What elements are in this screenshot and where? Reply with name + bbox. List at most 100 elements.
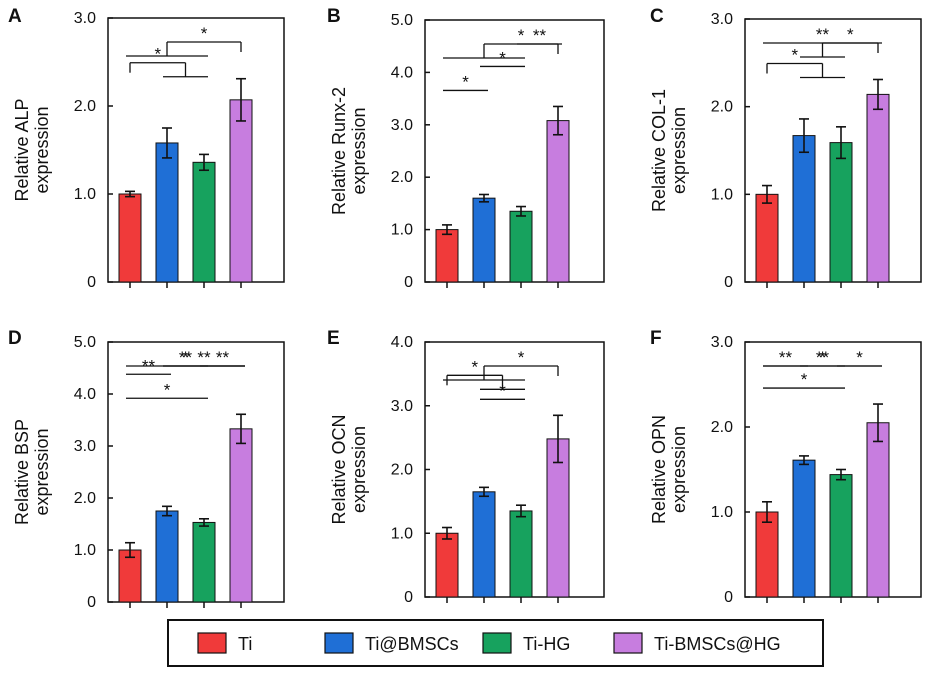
legend-swatch — [197, 632, 227, 654]
panel-letter: B — [327, 6, 341, 27]
significance-bracket: * — [126, 380, 208, 399]
significance-bracket: ** — [163, 348, 245, 367]
legend-label: Ti-HG — [523, 634, 570, 654]
significance-bracket: * — [800, 25, 879, 58]
bar-ti-hg — [192, 521, 216, 603]
y-axis-label-line2: expression — [349, 426, 369, 513]
y-tick-label: 2.0 — [74, 98, 96, 115]
significance-bracket: ** — [763, 348, 808, 367]
significance-star: * — [164, 380, 171, 399]
significance-bracket: ** — [763, 25, 882, 44]
legend-swatch — [613, 632, 643, 654]
y-axis-label: Relative Runx-2 — [329, 87, 349, 215]
significance-star: ** — [533, 26, 547, 45]
y-tick-label: 1.0 — [711, 186, 733, 203]
y-tick-label: 1.0 — [74, 542, 96, 559]
significance-star: ** — [816, 348, 830, 367]
y-tick-label: 0 — [724, 274, 733, 291]
y-axis-label: Relative COL-1 — [649, 89, 669, 212]
y-axis-label: Relative BSP — [12, 419, 32, 525]
y-tick-label: 2.0 — [391, 169, 413, 186]
y-tick-label: 4.0 — [391, 64, 413, 81]
bar-ti-bmscs — [792, 135, 816, 283]
bar-ti-bmscs — [472, 197, 496, 283]
bar-ti-bmscs-hg — [229, 428, 253, 603]
significance-star: * — [518, 348, 525, 367]
y-tick-label: 0 — [404, 589, 413, 606]
significance-bracket: * — [763, 370, 845, 389]
panel-e: E 0 1.0 2.0 3.0 4.0 Relative OCN expression * * * — [327, 328, 605, 606]
legend-swatch — [324, 632, 354, 654]
significance-bracket: * — [766, 45, 845, 79]
y-tick-label: 3.0 — [711, 11, 733, 28]
significance-star: ** — [197, 348, 211, 367]
y-tick-label: 4.0 — [74, 386, 96, 403]
y-tick-label: 2.0 — [391, 462, 413, 479]
legend-item: Ti-BMSCs@HG — [613, 632, 781, 654]
y-tick-label: 2.0 — [74, 490, 96, 507]
bar-ti-bmscs-hg — [866, 422, 890, 598]
y-tick-label: 5.0 — [391, 12, 413, 29]
y-axis-label: Relative ALP — [12, 98, 32, 201]
y-tick-label: 3.0 — [74, 10, 96, 27]
significance-star: * — [801, 370, 808, 389]
significance-star: * — [462, 72, 469, 91]
significance-bracket: * — [443, 348, 559, 381]
y-tick-label: 3.0 — [391, 398, 413, 415]
bar-ti-hg — [192, 161, 216, 283]
significance-star: ** — [179, 348, 193, 367]
legend-item: Ti — [197, 632, 252, 654]
y-axis-label-line2: expression — [669, 426, 689, 513]
y-axis-label-line2: expression — [32, 106, 52, 193]
legend-item: Ti@BMSCs — [324, 632, 459, 654]
significance-star: * — [819, 348, 826, 367]
significance-bracket: ** — [763, 348, 882, 367]
bar-ti-hg — [829, 142, 853, 283]
legend: Ti Ti@BMSCs Ti-HG Ti-BMSCs@HG — [167, 619, 824, 667]
significance-bracket: * — [443, 26, 559, 59]
bar-ti-bmscs — [155, 510, 179, 603]
bar-ti — [435, 229, 459, 283]
panel-letter: A — [8, 6, 22, 27]
bar-ti-bmscs — [155, 142, 179, 283]
y-axis-label-line2: expression — [669, 107, 689, 194]
y-tick-label: 1.0 — [711, 504, 733, 521]
significance-bracket: * — [126, 24, 242, 57]
significance-star: * — [499, 381, 506, 400]
bar-ti-hg — [509, 210, 533, 283]
significance-star: * — [847, 25, 854, 44]
significance-star: * — [791, 45, 798, 64]
significance-bracket: * — [446, 357, 525, 390]
significance-bracket: * — [837, 348, 882, 367]
y-tick-label: 1.0 — [391, 525, 413, 542]
panel-a: A 0 1.0 2.0 3.0 Relative ALP expression * * — [8, 6, 285, 291]
y-tick-label: 5.0 — [74, 334, 96, 351]
bar-ti — [435, 532, 459, 598]
panel-letter: C — [650, 6, 664, 27]
bar-ti-bmscs — [472, 491, 496, 598]
y-tick-label: 1.0 — [391, 222, 413, 239]
significance-bracket: * — [443, 72, 488, 91]
y-tick-label: 3.0 — [711, 334, 733, 351]
significance-star: * — [471, 357, 478, 376]
y-tick-label: 4.0 — [391, 334, 413, 351]
legend-label: Ti@BMSCs — [365, 634, 459, 654]
bar-ti-bmscs-hg — [546, 120, 570, 283]
y-axis-label-line2: expression — [349, 107, 369, 194]
panel-b: B 0 1.0 2.0 3.0 4.0 5.0 Relative Runx-2 expressi… — [327, 6, 605, 291]
bar-ti — [118, 193, 142, 283]
significance-star: ** — [216, 348, 230, 367]
bar-ti-hg — [509, 510, 533, 598]
bar-ti-hg — [829, 474, 853, 598]
bar-ti-bmscs-hg — [866, 93, 890, 283]
significance-star: * — [154, 45, 161, 64]
legend-label: Ti — [238, 634, 252, 654]
bar-ti — [755, 511, 779, 598]
y-tick-label: 2.0 — [711, 419, 733, 436]
y-tick-label: 0 — [87, 274, 96, 291]
y-tick-label: 0 — [404, 274, 413, 291]
y-tick-label: 3.0 — [74, 438, 96, 455]
